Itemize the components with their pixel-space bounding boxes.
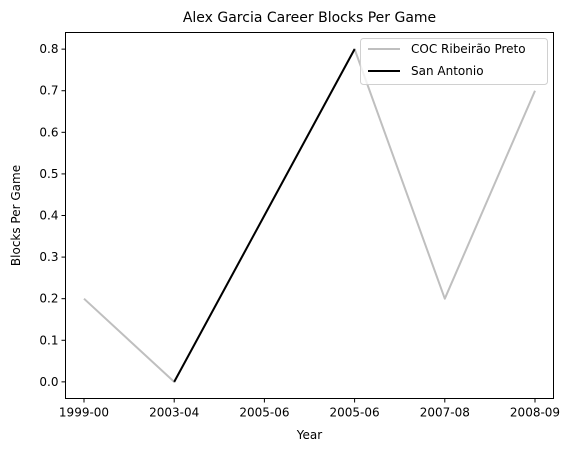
x-tick-label-4: 2007-08	[420, 406, 470, 420]
y-axis: 0.0 0.1 0.2 0.3 0.4 0.5 0.6 0.7 0.8	[39, 42, 66, 389]
legend-label-1: San Antonio	[411, 64, 484, 78]
x-tick-label-5: 2008-09	[510, 406, 560, 420]
chart-title: Alex Garcia Career Blocks Per Game	[183, 10, 436, 26]
y-tick-label-7: 0.7	[39, 84, 58, 98]
y-tick-label-3: 0.3	[39, 250, 58, 264]
y-tick-label-2: 0.2	[39, 292, 58, 306]
x-axis: 1999-00 2003-04 2005-06 2005-06 2007-08 2008-…	[59, 398, 560, 420]
y-axis-title: Blocks Per Game	[9, 165, 23, 266]
legend-label-0: COC Ribeirão Preto	[411, 42, 526, 56]
x-tick-label-2: 2005-06	[239, 406, 289, 420]
y-tick-label-6: 0.6	[39, 125, 58, 139]
legend-box	[360, 38, 548, 85]
series-line-0	[83, 48, 536, 383]
series-layer	[83, 48, 536, 383]
y-tick-label-5: 0.5	[39, 167, 58, 181]
plot-area	[65, 32, 554, 399]
series-line-1	[173, 48, 356, 383]
x-axis-title: Year	[296, 428, 322, 442]
x-tick-label-0: 1999-00	[59, 406, 109, 420]
x-tick-label-3: 2005-06	[330, 406, 380, 420]
y-tick-label-8: 0.8	[39, 42, 58, 56]
legend: COC Ribeirão Preto San Antonio	[360, 38, 548, 85]
y-tick-label-1: 0.1	[39, 333, 58, 347]
y-tick-label-0: 0.0	[39, 375, 58, 389]
y-tick-label-4: 0.4	[39, 209, 58, 223]
x-tick-label-1: 2003-04	[149, 406, 199, 420]
